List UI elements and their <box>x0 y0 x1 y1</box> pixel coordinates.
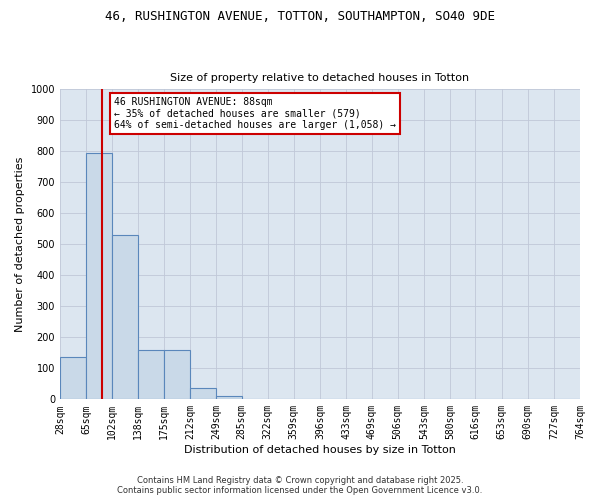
Text: Contains HM Land Registry data © Crown copyright and database right 2025.
Contai: Contains HM Land Registry data © Crown c… <box>118 476 482 495</box>
Bar <box>137 350 164 400</box>
Title: Size of property relative to detached houses in Totton: Size of property relative to detached ho… <box>170 73 470 83</box>
Bar <box>216 396 242 400</box>
Y-axis label: Number of detached properties: Number of detached properties <box>15 156 25 332</box>
Text: 46 RUSHINGTON AVENUE: 88sqm
← 35% of detached houses are smaller (579)
64% of se: 46 RUSHINGTON AVENUE: 88sqm ← 35% of det… <box>115 97 397 130</box>
Bar <box>190 388 216 400</box>
Bar <box>112 235 137 400</box>
Bar <box>86 153 112 400</box>
Text: 46, RUSHINGTON AVENUE, TOTTON, SOUTHAMPTON, SO40 9DE: 46, RUSHINGTON AVENUE, TOTTON, SOUTHAMPT… <box>105 10 495 23</box>
Bar <box>164 350 190 400</box>
X-axis label: Distribution of detached houses by size in Totton: Distribution of detached houses by size … <box>184 445 456 455</box>
Bar <box>60 358 86 400</box>
